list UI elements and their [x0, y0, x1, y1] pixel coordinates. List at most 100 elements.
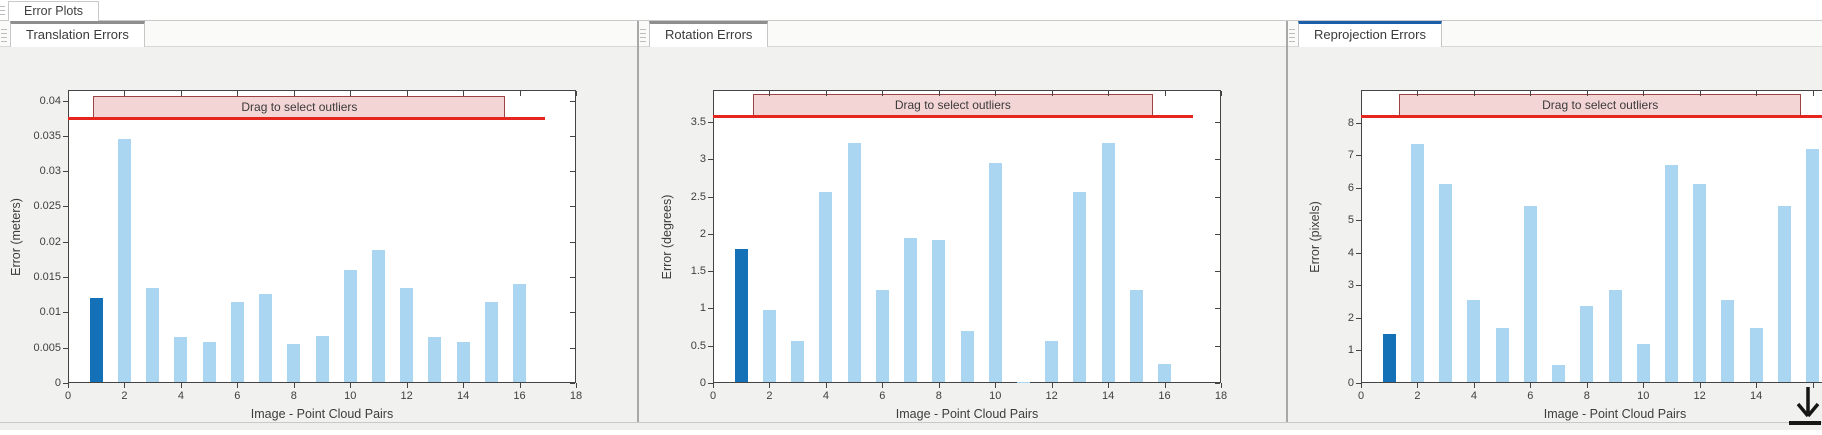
y-tick-label: 0.035 — [11, 130, 61, 142]
bar-pair-15[interactable] — [485, 302, 498, 382]
panel-splitter[interactable] — [637, 21, 639, 422]
y-tick-label: 3 — [1304, 279, 1354, 291]
bar-pair-2[interactable] — [1411, 144, 1424, 382]
bar-pair-16[interactable] — [1806, 149, 1819, 382]
x-tick — [713, 383, 714, 388]
x-tick-label: 10 — [1628, 390, 1658, 402]
y-tick — [708, 346, 713, 347]
x-tick — [1756, 383, 1757, 388]
bar-pair-12[interactable] — [1693, 184, 1706, 382]
x-tick-label: 4 — [166, 390, 196, 402]
threshold-line — [713, 115, 1193, 118]
bar-pair-7[interactable] — [259, 294, 272, 382]
drag-grip-icon[interactable] — [1, 26, 8, 44]
bar-pair-10[interactable] — [989, 163, 1002, 382]
tab-reprojection-errors[interactable]: Reprojection Errors — [1298, 21, 1442, 47]
bar-pair-1[interactable] — [735, 249, 748, 382]
drag-grip-icon[interactable] — [0, 3, 6, 18]
bar-pair-8[interactable] — [287, 344, 300, 382]
outlier-selection-band[interactable]: Drag to select outliers — [93, 96, 505, 118]
y-tick — [1356, 285, 1361, 286]
bar-pair-3[interactable] — [146, 288, 159, 382]
top-tick — [1165, 91, 1166, 96]
bar-pair-9[interactable] — [961, 331, 974, 382]
tab-rotation-errors[interactable]: Rotation Errors — [649, 21, 768, 47]
bar-pair-2[interactable] — [763, 310, 776, 382]
x-tick — [407, 383, 408, 388]
bar-pair-13[interactable] — [1721, 300, 1734, 382]
x-tick — [1052, 383, 1053, 388]
x-tick-label: 18 — [1206, 390, 1236, 402]
tab-error-plots[interactable]: Error Plots — [8, 1, 99, 21]
top-tick — [1700, 91, 1701, 96]
top-tick — [1417, 91, 1418, 96]
x-tick — [1221, 383, 1222, 388]
y-tick — [708, 383, 713, 384]
y-tick-label: 0.005 — [11, 342, 61, 354]
y-tick-label: 3.5 — [656, 116, 706, 128]
bar-pair-5[interactable] — [848, 143, 861, 382]
bar-pair-4[interactable] — [1467, 300, 1480, 382]
bar-pair-12[interactable] — [1045, 341, 1058, 382]
bar-pair-1[interactable] — [90, 298, 103, 382]
bar-pair-4[interactable] — [819, 192, 832, 382]
y-tick-right — [1215, 346, 1220, 347]
y-tick-right — [570, 136, 575, 137]
bar-pair-13[interactable] — [1073, 192, 1086, 382]
bar-pair-15[interactable] — [1778, 206, 1791, 382]
drag-grip-icon[interactable] — [640, 26, 647, 44]
bar-pair-7[interactable] — [1552, 365, 1565, 382]
bar-pair-14[interactable] — [1102, 143, 1115, 382]
bar-pair-14[interactable] — [457, 342, 470, 382]
x-tick-label: 16 — [1150, 390, 1180, 402]
bar-pair-8[interactable] — [1580, 306, 1593, 382]
y-tick — [708, 234, 713, 235]
bar-pair-6[interactable] — [876, 290, 889, 382]
x-tick-label: 10 — [335, 390, 365, 402]
x-tick-label: 0 — [53, 390, 83, 402]
bar-pair-15[interactable] — [1130, 290, 1143, 382]
x-tick-label: 4 — [811, 390, 841, 402]
bar-pair-1[interactable] — [1383, 334, 1396, 382]
outlier-selection-band[interactable]: Drag to select outliers — [1399, 94, 1801, 116]
download-arrow-icon[interactable] — [1787, 385, 1822, 430]
bar-pair-5[interactable] — [203, 342, 216, 382]
bar-pair-3[interactable] — [791, 341, 804, 382]
panel-splitter[interactable] — [1286, 21, 1288, 422]
bar-pair-12[interactable] — [400, 288, 413, 382]
bar-pair-6[interactable] — [1524, 206, 1537, 382]
outlier-selection-band[interactable]: Drag to select outliers — [753, 94, 1154, 116]
bar-pair-5[interactable] — [1496, 328, 1509, 382]
bar-pair-6[interactable] — [231, 302, 244, 382]
y-tick-label: 1 — [656, 302, 706, 314]
top-tick — [1587, 91, 1588, 96]
bar-pair-4[interactable] — [174, 337, 187, 382]
outlier-band-label: Drag to select outliers — [94, 100, 504, 114]
bar-pair-16[interactable] — [1158, 364, 1171, 382]
bar-pair-7[interactable] — [904, 238, 917, 382]
bar-pair-11[interactable] — [372, 250, 385, 382]
bar-pair-9[interactable] — [1609, 290, 1622, 382]
bar-pair-10[interactable] — [1637, 344, 1650, 382]
threshold-line — [1361, 115, 1822, 118]
bar-pair-13[interactable] — [428, 337, 441, 382]
tab-translation-errors[interactable]: Translation Errors — [10, 21, 145, 47]
bar-pair-16[interactable] — [513, 284, 526, 382]
bar-pair-11[interactable] — [1665, 165, 1678, 382]
y-tick — [63, 312, 68, 313]
y-tick — [708, 308, 713, 309]
bar-pair-14[interactable] — [1750, 328, 1763, 382]
x-tick-label: 6 — [1515, 390, 1545, 402]
bar-pair-10[interactable] — [344, 270, 357, 382]
bar-pair-8[interactable] — [932, 240, 945, 382]
x-tick — [1643, 383, 1644, 388]
x-tick-label: 2 — [1402, 390, 1432, 402]
top-tick — [294, 91, 295, 96]
x-tick — [1361, 383, 1362, 388]
bar-pair-2[interactable] — [118, 139, 131, 382]
bar-pair-3[interactable] — [1439, 184, 1452, 382]
bar-pair-9[interactable] — [316, 336, 329, 382]
x-tick-label: 6 — [867, 390, 897, 402]
drag-grip-icon[interactable] — [1289, 26, 1296, 44]
